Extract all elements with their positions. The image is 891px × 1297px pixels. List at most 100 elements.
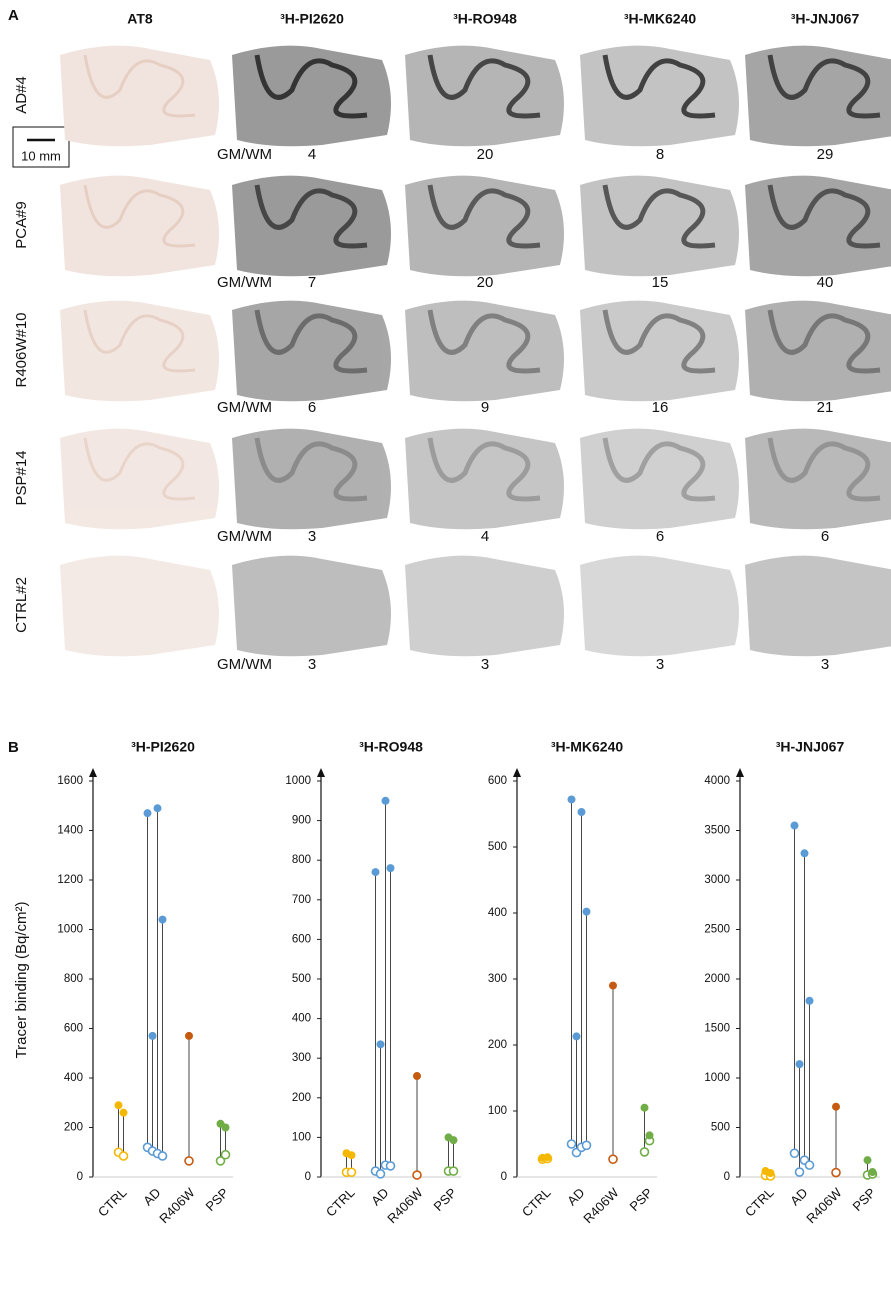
y-tick-label: 400 (488, 907, 507, 919)
gm-point (796, 1060, 804, 1068)
panel-label: A (8, 7, 19, 24)
ratio-value: 3 (656, 656, 664, 673)
x-tick-label: R406W (803, 1184, 845, 1226)
x-tick-label: R406W (580, 1184, 622, 1226)
wm-point (185, 1157, 193, 1165)
x-tick-label: PSP (850, 1185, 879, 1214)
section-image (232, 46, 391, 147)
tissue (745, 46, 891, 147)
wm-point (450, 1167, 458, 1175)
axis-arrow (513, 768, 521, 777)
ratio-value: 4 (308, 146, 316, 163)
gm-point (222, 1124, 230, 1132)
y-tick-label: 0 (724, 1171, 730, 1183)
chart-title: ³H-JNJ067 (776, 739, 845, 755)
y-tick-label: 0 (77, 1171, 83, 1183)
y-tick-label: 800 (64, 973, 83, 985)
gm-point (348, 1151, 356, 1159)
section-image (405, 556, 564, 657)
gm-point (646, 1131, 654, 1139)
gm-point (869, 1168, 877, 1176)
wm-point (387, 1162, 395, 1170)
gm-point (801, 849, 809, 857)
wm-point (583, 1141, 591, 1149)
y-tick-label: 1200 (57, 874, 83, 886)
ratio-value: 7 (308, 274, 316, 291)
axis-arrow (89, 768, 97, 777)
axis-arrow (736, 768, 744, 777)
section-image (232, 556, 391, 657)
ratio-value: 6 (308, 399, 316, 416)
section-image (405, 429, 564, 530)
section-image (60, 46, 219, 147)
y-tick-label: 1000 (285, 775, 311, 787)
section-image (745, 429, 891, 530)
wm-point (222, 1151, 230, 1159)
gm-point (115, 1101, 123, 1109)
wm-point (791, 1149, 799, 1157)
y-tick-label: 100 (292, 1131, 311, 1143)
gm-point (413, 1072, 421, 1080)
y-tick-label: 3500 (704, 825, 730, 837)
column-header: ³H-JNJ067 (791, 11, 860, 27)
ratio-value: 21 (817, 399, 834, 416)
ratio-value: 40 (817, 274, 834, 291)
y-axis-label: Tracer binding (Bq/cm²) (13, 902, 30, 1059)
row-label: AD#4 (13, 76, 30, 114)
y-tick-label: 400 (292, 1013, 311, 1025)
y-tick-label: 700 (292, 894, 311, 906)
wm-point (120, 1152, 128, 1160)
tissue (60, 46, 219, 147)
y-tick-label: 300 (292, 1052, 311, 1064)
ratio-value: 4 (481, 528, 489, 545)
ratio-label: GM/WM (217, 274, 272, 291)
y-tick-label: 4000 (704, 775, 730, 787)
gm-point (159, 916, 167, 924)
chart-title: ³H-RO948 (359, 739, 423, 755)
axis-arrow (317, 768, 325, 777)
tissue (745, 301, 891, 402)
row-label: PCA#9 (13, 201, 30, 249)
gm-point (583, 908, 591, 916)
gm-point (544, 1153, 552, 1161)
gm-point (450, 1136, 458, 1144)
ratio-value: 20 (477, 274, 494, 291)
y-tick-label: 600 (488, 775, 507, 787)
y-tick-label: 500 (711, 1122, 730, 1134)
y-tick-label: 400 (64, 1072, 83, 1084)
row-label: PSP#14 (13, 450, 30, 505)
gm-point (806, 997, 814, 1005)
column-header: ³H-RO948 (453, 11, 517, 27)
gm-point (609, 982, 617, 990)
section-image (405, 46, 564, 147)
x-tick-label: AD (787, 1185, 810, 1208)
chart-title: ³H-PI2620 (131, 739, 195, 755)
y-tick-label: 200 (64, 1122, 83, 1134)
section-image (580, 46, 739, 147)
scale-label: 10 mm (21, 148, 61, 163)
y-tick-label: 3000 (704, 874, 730, 886)
y-tick-label: 1000 (704, 1072, 730, 1084)
y-tick-label: 1600 (57, 775, 83, 787)
tissue (60, 176, 219, 277)
gm-point (387, 864, 395, 872)
wm-point (609, 1155, 617, 1163)
ratio-label: GM/WM (217, 528, 272, 545)
section-image (580, 301, 739, 402)
column-header: ³H-PI2620 (280, 11, 344, 27)
gm-point (791, 822, 799, 830)
ratio-value: 15 (652, 274, 669, 291)
section-image (232, 429, 391, 530)
ratio-value: 3 (308, 656, 316, 673)
ratio-label: GM/WM (217, 656, 272, 673)
x-tick-label: R406W (384, 1184, 426, 1226)
x-tick-label: AD (140, 1185, 163, 1208)
panel-label: B (8, 739, 19, 756)
ratio-value: 3 (821, 656, 829, 673)
wm-point (413, 1171, 421, 1179)
section-image (405, 301, 564, 402)
section-image (60, 301, 219, 402)
y-tick-label: 0 (305, 1171, 311, 1183)
gm-point (382, 797, 390, 805)
wm-point (796, 1168, 804, 1176)
